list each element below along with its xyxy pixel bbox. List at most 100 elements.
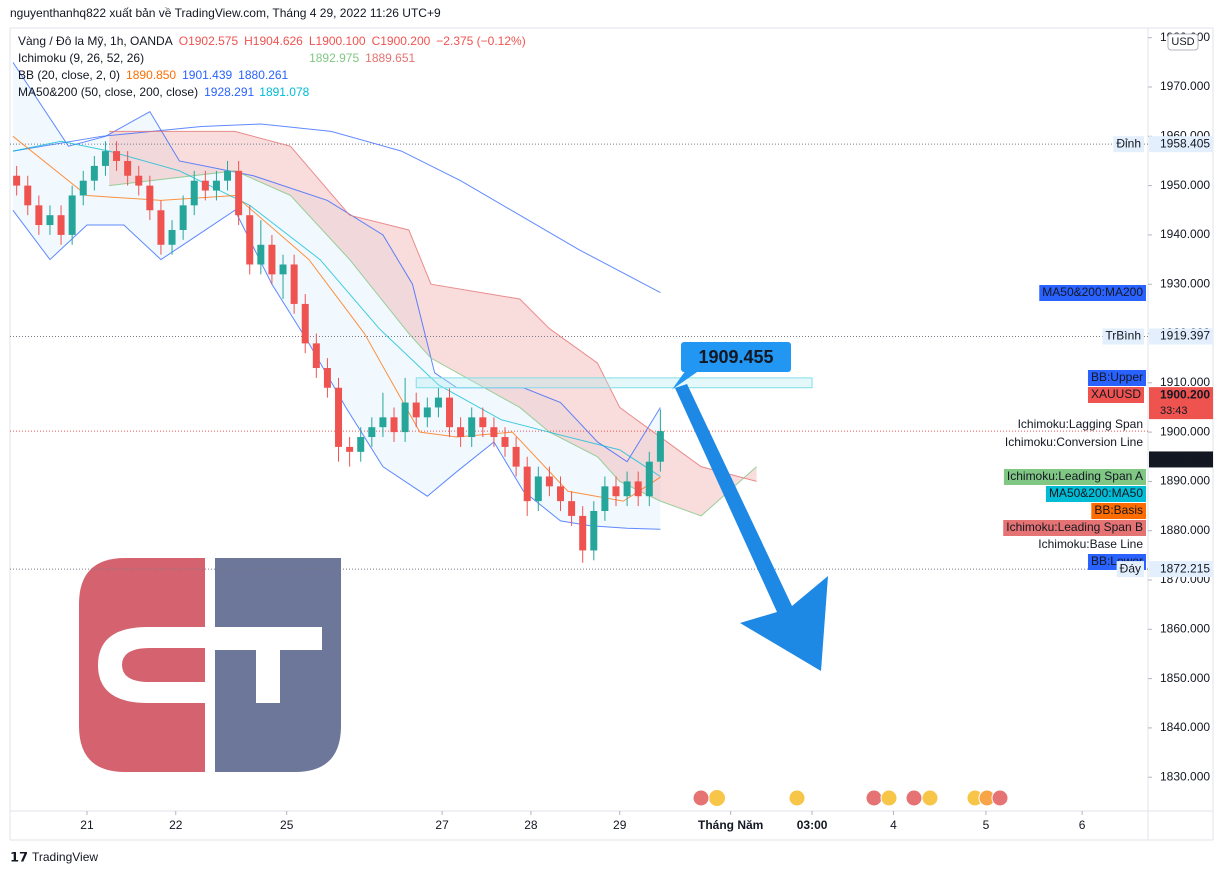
event-icon <box>880 789 898 807</box>
candle-body <box>190 180 198 206</box>
legend-value: −2.375 (−0.12%) <box>436 34 525 48</box>
level-name: Đáy <box>1120 561 1141 575</box>
legend-value: 1891.078 <box>259 85 309 99</box>
x-tick-label: 6 <box>1079 818 1086 832</box>
legend-value: 1901.439 <box>182 68 232 82</box>
series-tag-bg <box>1091 503 1146 519</box>
y-tick-label: 1860.000 <box>1160 621 1210 635</box>
callout-tail <box>672 370 700 390</box>
candle-body <box>390 417 398 433</box>
legend-value: 1892.975 <box>309 51 359 65</box>
indicator-line <box>12 140 661 477</box>
candle-body <box>523 466 531 502</box>
candle-body <box>113 151 121 161</box>
candle-body <box>645 461 653 497</box>
legend-line: MA50&200 (50, close, 200, close) 1928.291… <box>18 85 310 99</box>
candle-body <box>268 244 276 275</box>
indicator-line <box>12 62 661 463</box>
candle-body <box>501 437 509 447</box>
x-tick-label: 27 <box>435 818 449 832</box>
candle-body <box>357 437 365 452</box>
event-icon <box>991 789 1009 807</box>
marks: 1830.0001840.0001850.0001860.0001870.000… <box>10 30 1213 832</box>
candle-body <box>35 205 43 226</box>
series-tag: Ichimoku:Leading Span A <box>1007 469 1143 483</box>
level-name-bg <box>1116 561 1144 578</box>
legend-value: 1889.651 <box>365 51 415 65</box>
last-price-name-bg <box>1087 387 1144 403</box>
y-tick-label: 1950.000 <box>1160 178 1210 192</box>
candle-body <box>423 407 431 418</box>
series-tag-bg <box>1003 520 1146 536</box>
series-tag: MA50&200:MA50 <box>1049 486 1143 500</box>
legend-value: C1900.200 <box>372 34 431 48</box>
legend-label: BB (20, close, 2, 0) <box>18 68 120 82</box>
candle-body <box>457 427 465 438</box>
series-tag-bg <box>1039 285 1146 301</box>
level-price-bg <box>1149 561 1213 578</box>
footer: TradingView <box>32 850 98 864</box>
x-tick-label: 25 <box>280 818 294 832</box>
level-price: 1872.215 <box>1160 561 1210 575</box>
last-price-bg <box>1149 387 1213 420</box>
candle-body <box>479 417 487 428</box>
last-price: 1900.200 <box>1160 387 1210 401</box>
candle-body <box>90 165 98 181</box>
candle-body <box>412 402 420 418</box>
x-tick-label: 4 <box>890 818 897 832</box>
level-name-bg <box>1113 136 1144 153</box>
y-tick-label: 1880.000 <box>1160 523 1210 537</box>
candle-body <box>124 160 132 176</box>
countdown: 33:43 <box>1160 405 1188 417</box>
legend-line: Vàng / Đô la Mỹ, 1h, OANDA O1902.575 H1904… <box>18 34 526 48</box>
x-tick-label: 21 <box>80 818 94 832</box>
series-tag-bg <box>1087 370 1146 386</box>
callout-box <box>681 342 791 372</box>
candle-body <box>212 180 220 191</box>
level-name: Đỉnh <box>1116 136 1141 150</box>
y-tick-label: 1890.000 <box>1160 474 1210 488</box>
legend-label: Ichimoku (9, 26, 52, 26) <box>18 51 144 65</box>
candle-body <box>301 303 309 344</box>
y-tick-label: 1900.000 <box>1160 424 1210 438</box>
conversion-price: 1894.456 <box>1160 452 1210 466</box>
candle-body <box>79 180 87 196</box>
level-price-bg <box>1149 136 1213 153</box>
event-icon <box>921 789 939 807</box>
level-name: TrBình <box>1105 329 1141 343</box>
legend-value: H1904.626 <box>244 34 303 48</box>
candle-body <box>68 195 76 235</box>
candle-body <box>235 170 243 216</box>
candle-body <box>534 476 542 502</box>
callout-label: 1909.455 <box>698 347 773 367</box>
candle-body <box>612 486 620 497</box>
candle-body <box>545 476 553 487</box>
candle-body <box>335 387 343 447</box>
zone <box>415 377 813 389</box>
series-tag: Ichimoku:Leading Span B <box>1006 520 1143 534</box>
y-tick-label: 1840.000 <box>1160 720 1210 734</box>
event-icon <box>788 789 806 807</box>
candle-body <box>379 417 387 428</box>
candle-body <box>346 446 354 452</box>
candle-body <box>434 397 442 408</box>
currency-bg <box>1167 33 1199 51</box>
x-tick-label: 5 <box>983 818 990 832</box>
series-tag-bg <box>1045 486 1146 502</box>
legend-label: MA50&200 (50, close, 200, close) <box>18 85 198 99</box>
candle-body <box>634 481 642 497</box>
candle-body <box>157 210 165 245</box>
legend-value: L1900.100 <box>309 34 366 48</box>
legend-line: Ichimoku (9, 26, 52, 26) 1892.975 1889.651 <box>18 51 416 65</box>
level-price-bg <box>1149 328 1213 345</box>
candle-body <box>24 185 32 206</box>
candle-body <box>446 397 454 428</box>
legend-label: Vàng / Đô la Mỹ, 1h, OANDA <box>18 34 173 48</box>
logo <box>79 558 341 772</box>
candle-body <box>224 170 232 181</box>
y-tick-label: 1910.000 <box>1160 375 1210 389</box>
x-tick-label: Tháng Năm <box>698 818 763 832</box>
plain-tag: Ichimoku:Lagging Span <box>1018 417 1143 431</box>
legend-line: BB (20, close, 2, 0) 1890.850 1901.439 1880… <box>18 68 289 82</box>
last-price-name: XAUUSD <box>1091 387 1141 401</box>
